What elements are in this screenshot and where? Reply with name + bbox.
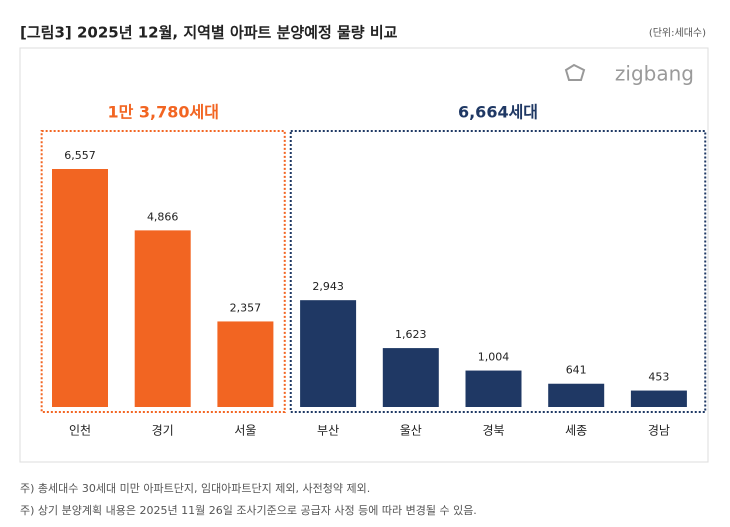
value-label: 2,357 [230,301,262,314]
x-tick-label: 경기 [152,424,174,438]
legend-label: 1만 3,780세대 [107,103,218,122]
value-label: 4,866 [147,210,179,223]
chart-title: [그림3] 2025년 12월, 지역별 아파트 분양예정 물량 비교 [20,24,398,42]
x-tick-label: 경북 [482,424,504,438]
note: 주) 상기 분양계획 내용은 2025년 11월 26일 조사기준으로 공급자 … [20,503,477,517]
bar [134,230,191,407]
x-tick-label: 부산 [317,424,339,438]
group-box [40,130,286,413]
legend-label: 6,664세대 [458,103,538,122]
x-tick-label: 서울 [234,424,256,438]
x-tick-label: 울산 [400,424,422,438]
x-tick-label: 세종 [565,424,587,438]
value-label: 2,943 [312,280,344,293]
chart-frame [19,47,709,463]
bar [52,169,108,407]
bar [382,348,439,407]
logo-icon [564,63,586,81]
value-label: 6,557 [64,149,96,162]
x-tick-label: 경남 [648,424,670,438]
value-label: 1,623 [395,328,427,341]
logo: zigbang [615,62,694,86]
value-label: 453 [648,371,669,384]
bar [217,321,274,407]
value-label: 641 [566,364,587,377]
bar [465,370,522,407]
bar [548,383,605,407]
x-tick-label: 인천 [69,423,91,438]
note: 주) 총세대수 30세대 미만 아파트단지, 임대아파트단지 제외, 사전청약 … [20,481,370,495]
value-label: 1,004 [478,351,510,364]
bar [300,300,357,407]
bar [630,390,687,407]
unit-note: (단위:세대수) [649,26,706,39]
